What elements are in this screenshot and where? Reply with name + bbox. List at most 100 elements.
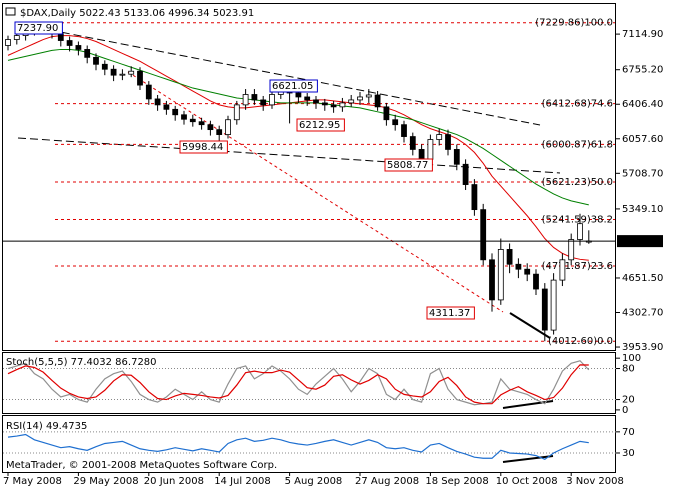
- main-panel: [2, 3, 616, 351]
- trend-lines: [17, 29, 561, 463]
- trend-line: [127, 71, 504, 313]
- trend-line: [49, 29, 541, 126]
- candle-body: [524, 268, 531, 275]
- y-tick-label: 20: [622, 395, 635, 406]
- rsi-title: RSI(14) 49.4735: [6, 421, 87, 432]
- candle-body: [128, 70, 135, 75]
- candle-body: [207, 124, 214, 131]
- candle-body: [427, 139, 434, 160]
- fib-label: (6412.68)74.6: [542, 99, 613, 110]
- candle-body: [84, 49, 91, 58]
- price-label: 4311.37: [429, 308, 470, 319]
- indicator-line: [7, 433, 589, 461]
- fib-label: (7229.86)100.0: [535, 18, 613, 29]
- candle-body: [101, 63, 108, 70]
- candle-body: [304, 96, 311, 101]
- price-label: 6621.05: [272, 81, 313, 92]
- candle-body: [480, 209, 487, 261]
- chart-icon: [5, 7, 16, 16]
- candle-body: [409, 136, 416, 150]
- candle-body: [401, 124, 407, 137]
- price-label-box: [269, 79, 318, 93]
- fib-label: (6000.87)61.8: [542, 139, 613, 150]
- candle-body: [462, 163, 469, 185]
- candle-body: [225, 119, 231, 135]
- divergence-line: [502, 455, 554, 463]
- price-label-box: [14, 21, 63, 35]
- candle-body: [295, 92, 302, 98]
- candle-body: [497, 249, 504, 301]
- indicator-line: [7, 364, 589, 405]
- price-label-box: [384, 158, 433, 172]
- candle-body: [13, 35, 20, 40]
- x-tick-label: 14 Jul 2008: [214, 476, 271, 487]
- price-label-box: [179, 140, 228, 154]
- candle-body: [515, 263, 522, 270]
- candle-body: [339, 102, 346, 108]
- candle-body: [251, 94, 258, 101]
- x-tick-label: 3 Nov 2008: [566, 476, 624, 487]
- candle-body: [568, 239, 575, 261]
- candle-body: [313, 99, 319, 104]
- candle-body: [189, 118, 196, 123]
- candle-body: [365, 94, 372, 98]
- indicator-line: [7, 360, 590, 406]
- price-label: 6212.95: [299, 120, 340, 131]
- price-label: 5808.77: [387, 160, 428, 171]
- candle-body: [445, 134, 451, 150]
- candle-body: [137, 70, 143, 86]
- y-tick-label: 6755.20: [622, 65, 663, 76]
- candle-body: [154, 98, 161, 106]
- candle-body: [383, 106, 390, 121]
- y-tick-label: 7114.90: [622, 29, 663, 40]
- x-tick-label: 20 Jun 2008: [144, 476, 204, 487]
- candle-body: [550, 279, 557, 331]
- last-price-label: 5023.91: [621, 236, 662, 247]
- candle-body: [163, 104, 170, 110]
- fib-label: (4771.87)23.6: [542, 261, 613, 272]
- price-label: 5998.44: [182, 142, 223, 153]
- candle-body: [559, 259, 566, 281]
- y-tick-label: 80: [622, 364, 635, 375]
- candle-body: [57, 33, 64, 41]
- x-tick-label: 29 May 2008: [73, 476, 138, 487]
- y-tick-label: 5708.70: [622, 168, 663, 179]
- candle-body: [418, 149, 425, 160]
- footer: MetaTrader, © 2001-2008 MetaQuotes Softw…: [6, 460, 277, 471]
- candle-body: [233, 104, 240, 121]
- candle-body: [260, 99, 267, 106]
- fib-label: (5621.23)50.0: [542, 177, 613, 188]
- y-tick-label: 100: [622, 353, 641, 364]
- y-tick-label: 6057.60: [622, 134, 663, 145]
- price-label: 7237.90: [17, 23, 58, 34]
- candle-body: [242, 94, 249, 106]
- candle-body: [110, 68, 117, 76]
- candle-body: [577, 223, 583, 240]
- candle-body: [145, 84, 152, 100]
- price-label-box: [296, 118, 345, 132]
- rsi-panel: [2, 415, 616, 473]
- y-tick-label: 70: [622, 427, 635, 438]
- y-tick-label: 30: [622, 448, 635, 459]
- y-tick-label: 5349.10: [622, 204, 663, 215]
- y-tick-label: 4302.70: [622, 308, 663, 319]
- trend-line: [17, 137, 561, 174]
- candle-body: [436, 134, 443, 140]
- candle-body: [330, 104, 337, 108]
- candle-body: [471, 184, 478, 211]
- candle-body: [489, 259, 495, 301]
- candle-body: [348, 99, 355, 104]
- fib-label: (5241.59)38.2: [542, 215, 613, 226]
- x-tick-label: 5 Aug 2008: [285, 476, 343, 487]
- y-tick-label: 0: [622, 405, 628, 416]
- moving-average: [7, 48, 589, 206]
- candle-body: [541, 288, 548, 331]
- candle-body: [181, 114, 187, 120]
- candle-body: [357, 96, 363, 101]
- y-tick-label: 6406.40: [622, 99, 663, 110]
- y-tick-label: 3953.90: [622, 342, 663, 353]
- candle-body: [75, 45, 82, 50]
- fib-label: (4012.60)0.0: [548, 336, 613, 347]
- candle-body: [66, 40, 73, 46]
